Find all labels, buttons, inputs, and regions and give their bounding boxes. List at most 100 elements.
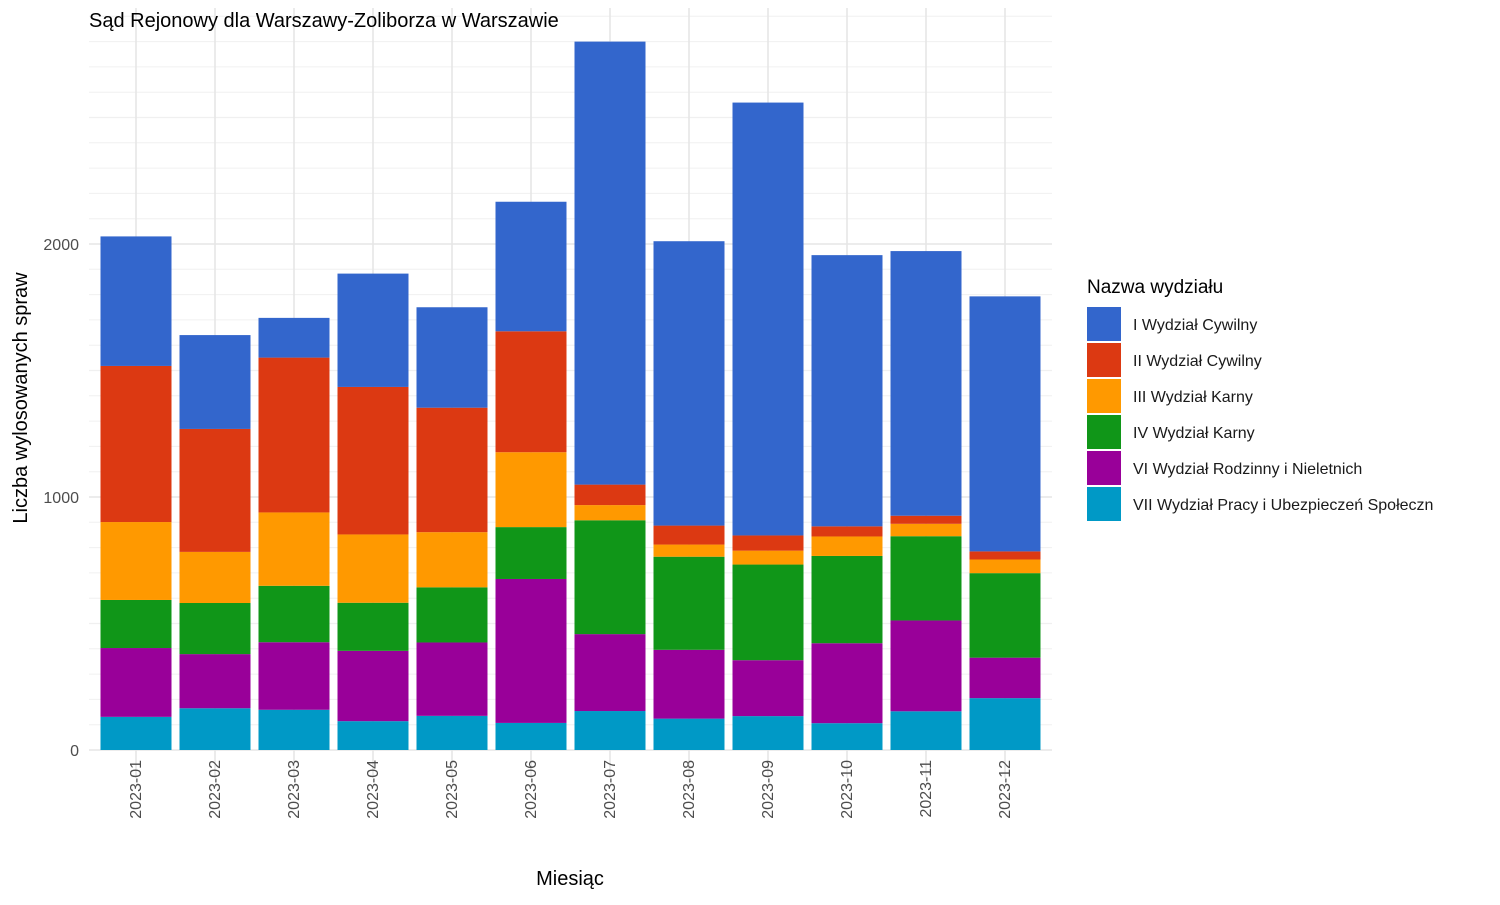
- bar-segment: [337, 602, 409, 651]
- y-tick-label: 1000: [43, 490, 79, 507]
- legend-label: IV Wydział Karny: [1133, 425, 1255, 442]
- bar-segment: [416, 532, 488, 588]
- bar-segment: [732, 660, 804, 717]
- bar-segment: [653, 241, 725, 526]
- bar-segment: [495, 578, 567, 723]
- bar-segment: [416, 715, 488, 750]
- legend-label: I Wydział Cywilny: [1133, 317, 1257, 334]
- bar-segment: [732, 102, 804, 536]
- bar-segment: [653, 649, 725, 719]
- bar-segment: [179, 551, 251, 604]
- bar-segment: [258, 709, 330, 750]
- x-tick-label: 2023-02: [207, 760, 224, 819]
- bar-segment: [653, 544, 725, 557]
- bar-segment: [258, 512, 330, 586]
- y-tick-label: 2000: [43, 237, 79, 254]
- bar-segment: [100, 365, 172, 523]
- bar-segment: [416, 587, 488, 643]
- bar-segment: [337, 650, 409, 722]
- bar-segment: [100, 716, 172, 750]
- bar-segment: [495, 201, 567, 332]
- bar-segment: [653, 525, 725, 545]
- bar-segment: [969, 551, 1041, 560]
- bar-segment: [811, 526, 883, 537]
- bar-segment: [890, 523, 962, 537]
- bar-segment: [969, 559, 1041, 574]
- bars: [100, 41, 1041, 750]
- bar-segment: [495, 527, 567, 579]
- bar-segment: [732, 550, 804, 565]
- bar-segment: [416, 407, 488, 533]
- bar-segment: [179, 708, 251, 750]
- legend-title: Nazwa wydziału: [1087, 277, 1223, 298]
- x-tick-label: 2023-10: [839, 760, 856, 819]
- bar-segment: [416, 642, 488, 716]
- bar-segment: [258, 357, 330, 513]
- bar-segment: [890, 711, 962, 750]
- bar-segment: [574, 711, 646, 750]
- bar-segment: [732, 535, 804, 551]
- y-axis-title: Liczba wylosowanych spraw: [10, 272, 32, 524]
- bar-segment: [890, 620, 962, 712]
- bar-segment: [100, 648, 172, 717]
- legend-label: II Wydział Cywilny: [1133, 353, 1262, 370]
- x-tick-label: 2023-04: [365, 760, 382, 819]
- legend-swatch: [1087, 487, 1121, 521]
- bar-segment: [574, 520, 646, 635]
- bar-segment: [890, 536, 962, 621]
- bar-segment: [890, 515, 962, 524]
- bar-segment: [732, 564, 804, 661]
- bar-segment: [732, 716, 804, 750]
- x-tick-label: 2023-09: [760, 760, 777, 819]
- bar-segment: [574, 484, 646, 506]
- bar-segment: [258, 317, 330, 358]
- legend-swatch: [1087, 379, 1121, 413]
- x-tick-label: 2023-06: [523, 760, 540, 819]
- bar-segment: [969, 573, 1041, 658]
- legend: Nazwa wydziału I Wydział Cywilny II Wydzi…: [1087, 277, 1433, 521]
- bar-segment: [811, 723, 883, 750]
- bar-segment: [574, 41, 646, 485]
- bar-segment: [969, 657, 1041, 699]
- legend-label: VII Wydział Pracy i Ubezpieczeń Społeczn: [1133, 497, 1433, 514]
- bar-segment: [495, 452, 567, 528]
- x-tick-label: 2023-12: [997, 760, 1014, 819]
- bar-segment: [653, 718, 725, 750]
- x-tick-label: 2023-07: [602, 760, 619, 819]
- bar-segment: [495, 331, 567, 453]
- bar-segment: [100, 522, 172, 600]
- axes: 0 1000 2000 2023-01 2023-02 2023-03 2023-04 202…: [43, 237, 1014, 819]
- bar-segment: [337, 273, 409, 387]
- bar-segment: [258, 585, 330, 643]
- bar-segment: [258, 642, 330, 710]
- bar-segment: [337, 721, 409, 750]
- x-tick-label: 2023-11: [918, 760, 935, 818]
- bar-segment: [969, 698, 1041, 750]
- bar-segment: [811, 536, 883, 556]
- legend-label: III Wydział Karny: [1133, 389, 1253, 406]
- bar-segment: [179, 654, 251, 709]
- x-tick-label: 2023-01: [128, 760, 145, 819]
- bar-segment: [574, 505, 646, 521]
- bar-segment: [100, 599, 172, 649]
- legend-swatch: [1087, 415, 1121, 449]
- bar-segment: [811, 643, 883, 724]
- legend-label: VI Wydział Rodzinny i Nieletnich: [1133, 461, 1362, 478]
- bar-segment: [811, 255, 883, 527]
- bar-segment: [969, 296, 1041, 552]
- y-tick-label: 0: [70, 743, 79, 760]
- bar-segment: [100, 236, 172, 366]
- bar-segment: [811, 555, 883, 644]
- chart-title: Sąd Rejonowy dla Warszawy-Zoliborza w Wa…: [89, 10, 559, 32]
- bar-segment: [653, 556, 725, 650]
- x-tick-label: 2023-05: [444, 760, 461, 819]
- bar-segment: [179, 335, 251, 429]
- bar-segment: [495, 722, 567, 750]
- bar-segment: [337, 386, 409, 535]
- x-tick-label: 2023-03: [286, 760, 303, 819]
- x-tick-label: 2023-08: [681, 760, 698, 819]
- bar-segment: [574, 634, 646, 712]
- bar-segment: [416, 307, 488, 408]
- legend-swatch: [1087, 451, 1121, 485]
